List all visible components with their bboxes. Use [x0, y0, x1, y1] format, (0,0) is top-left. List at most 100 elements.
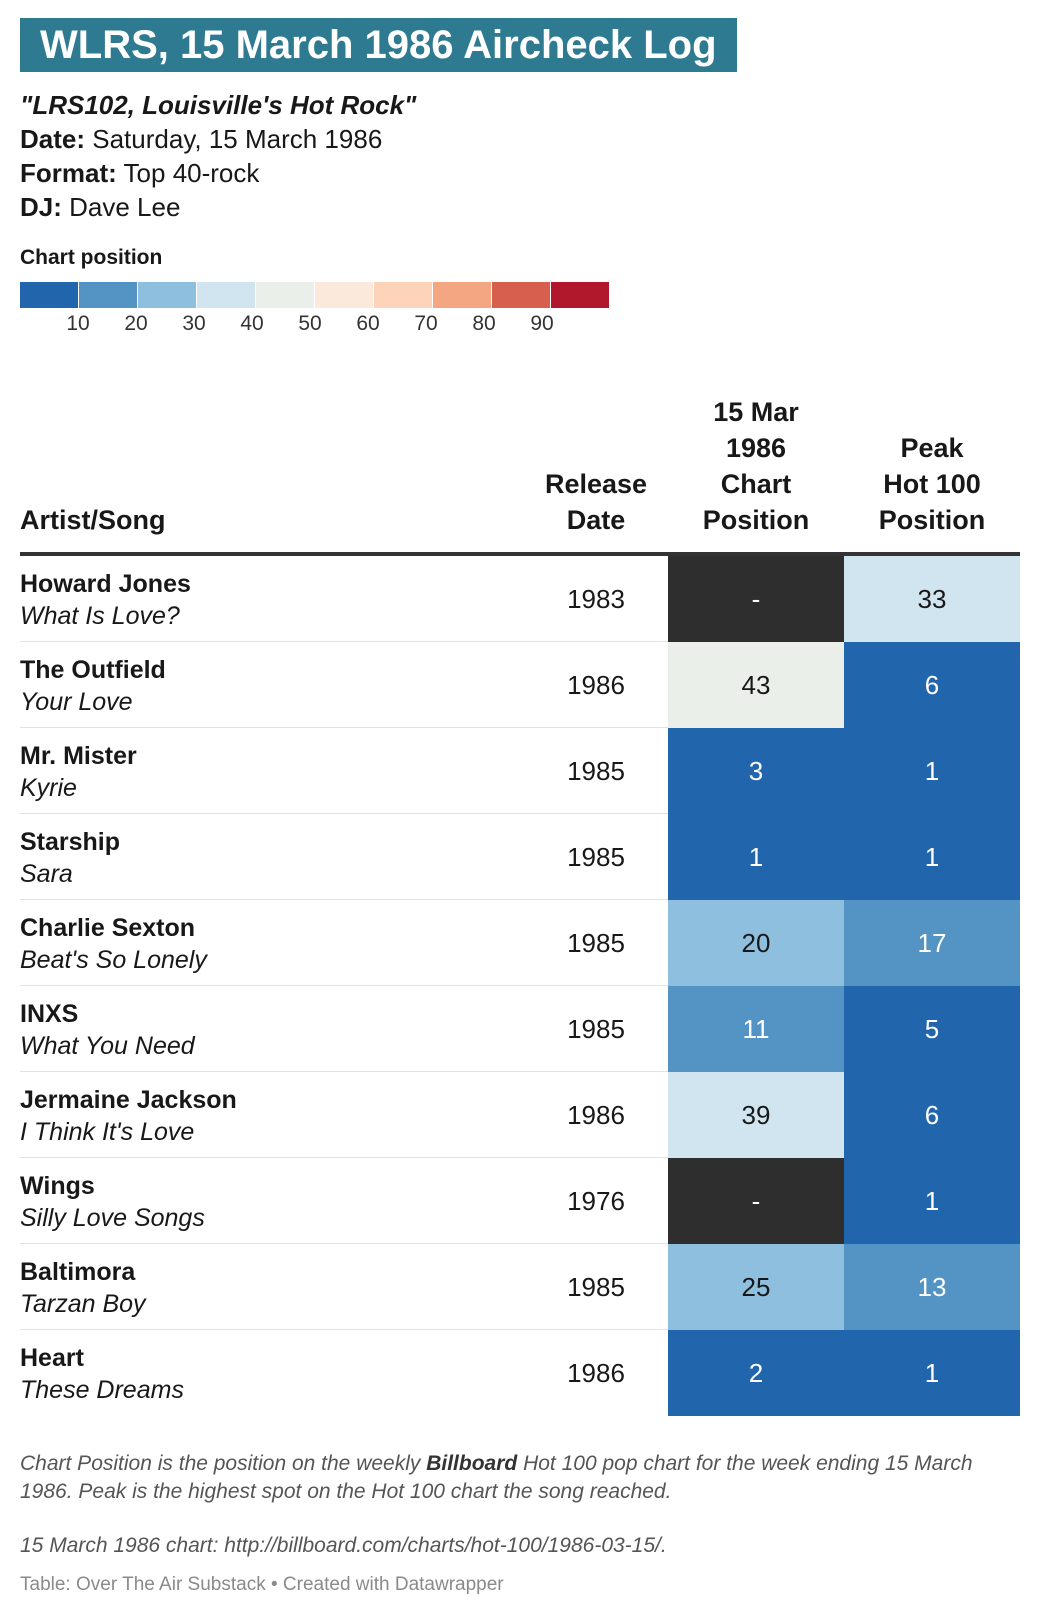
- chart-position-cell: 43: [668, 642, 844, 728]
- column-header-release-date: Release Date: [496, 466, 696, 538]
- format-label: Format:: [20, 158, 117, 188]
- legend-tick-label: 70: [414, 312, 438, 335]
- station-info: "LRS102, Louisville's Hot Rock" Date: Sa…: [20, 88, 416, 224]
- peak-position-cell: 1: [844, 814, 1020, 900]
- chart-position-cell: 3: [668, 728, 844, 814]
- chart-header-line: Chart: [720, 469, 792, 499]
- artist-name: The Outfield: [20, 656, 166, 684]
- legend-swatch: [138, 282, 197, 308]
- footnote: Chart Position is the position on the we…: [20, 1450, 1020, 1506]
- artist-name: Mr. Mister: [20, 742, 137, 770]
- release-date-cell: 1976: [567, 1186, 625, 1216]
- legend-ticks: 10 20 30 40 50 60 70 80 90: [20, 312, 640, 342]
- peak-position-cell: 13: [844, 1244, 1020, 1330]
- format-line: Format: Top 40-rock: [20, 156, 416, 190]
- peak-header-line: Position: [878, 505, 986, 535]
- legend-swatch: [256, 282, 315, 308]
- legend-tick-label: 90: [530, 312, 554, 335]
- artist-song-cell: Baltimora Tarzan Boy: [20, 1256, 146, 1320]
- table-row: Starship Sara 1985 1 1: [20, 814, 1020, 900]
- chart-position-cell: 2: [668, 1330, 844, 1416]
- peak-position-cell: 6: [844, 1072, 1020, 1158]
- artist-name: Starship: [20, 828, 121, 856]
- color-legend: [20, 282, 610, 308]
- artist-song-cell: The Outfield Your Love: [20, 654, 166, 718]
- source-note: 15 March 1986 chart: http://billboard.co…: [20, 1534, 667, 1557]
- peak-position-cell: 1: [844, 728, 1020, 814]
- peak-position-cell: 1: [844, 1330, 1020, 1416]
- legend-swatch: [492, 282, 551, 308]
- song-title: Beat's So Lonely: [20, 946, 207, 974]
- legend-tick-label: 80: [472, 312, 496, 335]
- artist-song-cell: Charlie Sexton Beat's So Lonely: [20, 912, 207, 976]
- chart-position-cell: 1: [668, 814, 844, 900]
- peak-position-cell: 1: [844, 1158, 1020, 1244]
- song-title: I Think It's Love: [20, 1118, 195, 1146]
- chart-title: WLRS, 15 March 1986 Aircheck Log: [20, 18, 737, 72]
- song-title: What You Need: [20, 1032, 195, 1060]
- legend-swatch: [374, 282, 433, 308]
- column-header-chart-position: 15 Mar 1986 Chart Position: [668, 394, 844, 538]
- legend-tick-label: 60: [356, 312, 380, 335]
- format-value: Top 40-rock: [123, 158, 260, 188]
- release-date-cell: 1985: [567, 756, 625, 786]
- chart-position-cell: 25: [668, 1244, 844, 1330]
- chart-position-cell: 20: [668, 900, 844, 986]
- legend-swatch: [79, 282, 138, 308]
- song-title: Sara: [20, 860, 73, 888]
- date-value: Saturday, 15 March 1986: [92, 124, 383, 154]
- artist-song-cell: Wings Silly Love Songs: [20, 1170, 205, 1234]
- release-date-cell: 1985: [567, 842, 625, 872]
- artist-song-cell: Mr. Mister Kyrie: [20, 740, 137, 804]
- artist-song-cell: Starship Sara: [20, 826, 120, 890]
- footnote-text: Hot 100 pop chart for the week ending 15…: [20, 1452, 973, 1503]
- legend-tick-label: 40: [240, 312, 264, 335]
- release-date-cell: 1983: [567, 584, 625, 614]
- release-date-cell: 1986: [567, 1358, 625, 1388]
- table-header: Artist/Song Release Date 15 Mar 1986 Cha…: [20, 390, 1020, 556]
- artist-song-cell: Howard Jones What Is Love?: [20, 568, 191, 632]
- song-title: Kyrie: [20, 774, 77, 802]
- song-title: These Dreams: [20, 1376, 184, 1404]
- release-date-cell: 1985: [567, 928, 625, 958]
- song-title: Tarzan Boy: [20, 1290, 146, 1318]
- legend-swatch: [315, 282, 374, 308]
- release-header-line: Release: [544, 469, 648, 499]
- artist-song-cell: Jermaine Jackson I Think It's Love: [20, 1084, 237, 1148]
- legend-tick-label: 10: [66, 312, 90, 335]
- date-line: Date: Saturday, 15 March 1986: [20, 122, 416, 156]
- table-row: Howard Jones What Is Love? 1983 -33: [20, 556, 1020, 642]
- credit-line: Table: Over The Air Substack • Created w…: [20, 1574, 504, 1595]
- chart-position-cell: 39: [668, 1072, 844, 1158]
- artist-name: Charlie Sexton: [20, 914, 196, 942]
- table-row: INXS What You Need 1985 11 5: [20, 986, 1020, 1072]
- chart-position-cell: -: [668, 556, 844, 642]
- peak-position-cell: 6: [844, 642, 1020, 728]
- artist-name: Jermaine Jackson: [20, 1086, 237, 1114]
- column-header-artist-song: Artist/Song: [20, 505, 166, 535]
- table-row: Wings Silly Love Songs 1976 -1: [20, 1158, 1020, 1244]
- legend-tick-label: 20: [124, 312, 148, 335]
- table-body: Howard Jones What Is Love? 1983-33 The Outf…: [20, 556, 1020, 1416]
- chart-header-line: Position: [702, 505, 810, 535]
- table-row: Baltimora Tarzan Boy 1985 25 13: [20, 1244, 1020, 1330]
- dj-label: DJ:: [20, 192, 62, 222]
- artist-name: INXS: [20, 1000, 79, 1028]
- legend-swatch: [20, 282, 79, 308]
- table-row: Charlie Sexton Beat's So Lonely 1985 20 17: [20, 900, 1020, 986]
- table-row: The Outfield Your Love 1986 43 6: [20, 642, 1020, 728]
- artist-name: Heart: [20, 1344, 84, 1372]
- release-date-cell: 1986: [567, 1100, 625, 1130]
- date-label: Date:: [20, 124, 86, 154]
- table-row: Jermaine Jackson I Think It's Love 1986 39 6: [20, 1072, 1020, 1158]
- release-date-cell: 1985: [567, 1272, 625, 1302]
- aircheck-table: Artist/Song Release Date 15 Mar 1986 Cha…: [20, 390, 1020, 1416]
- legend-tick-label: 30: [182, 312, 206, 335]
- station-tagline: "LRS102, Louisville's Hot Rock": [20, 90, 417, 120]
- chart-header-line: 15 Mar: [713, 397, 799, 427]
- artist-song-cell: INXS What You Need: [20, 998, 195, 1062]
- column-header-peak-position: Peak Hot 100 Position: [844, 430, 1020, 538]
- legend-swatch: [551, 282, 610, 308]
- chart-position-cell: 11: [668, 986, 844, 1072]
- table-row: Mr. Mister Kyrie 1985 3 1: [20, 728, 1020, 814]
